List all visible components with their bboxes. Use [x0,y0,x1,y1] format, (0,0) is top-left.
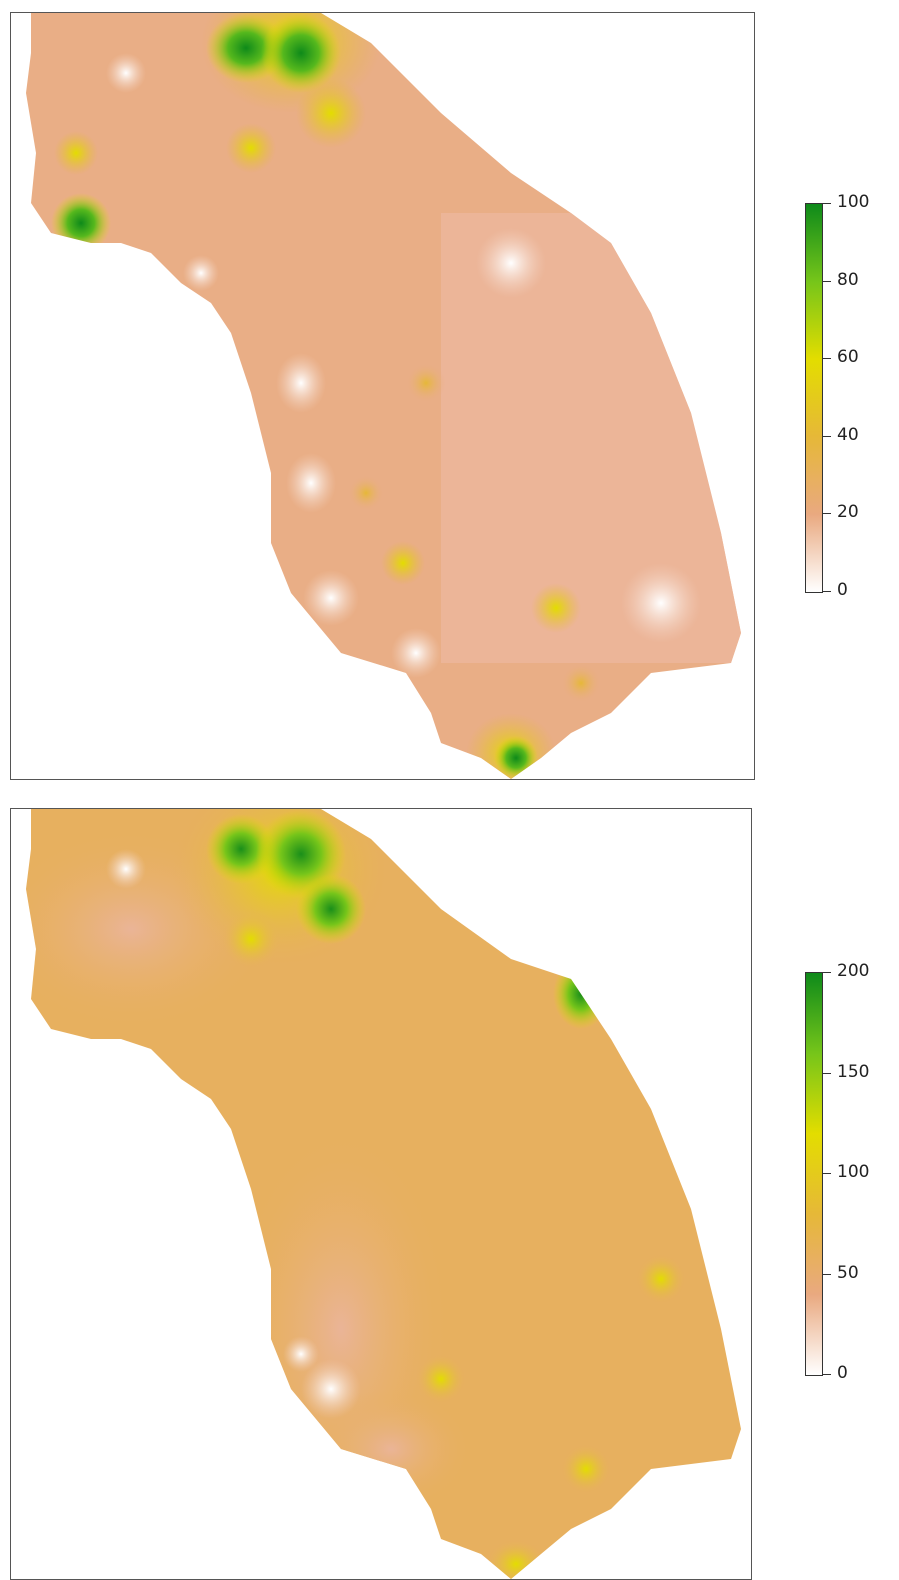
map-frame-bottom [10,808,752,1580]
legend-tick-label: 20 [837,502,859,522]
legend-tick-mark [823,513,831,514]
legend-tick-label: 0 [837,1363,848,1383]
color-legend-top: 100 80 60 40 20 0 [805,194,885,599]
legend-tick-mark [823,281,831,282]
legend-tick-label: 40 [837,425,859,445]
region-map-top [26,13,741,779]
legend-tick-mark [823,436,831,437]
legend-tick-label: 0 [837,580,848,600]
legend-tick-mark [823,1274,831,1275]
legend-tick-mark [823,1374,831,1375]
map-panel-top: 100 80 60 40 20 0 [10,12,885,780]
legend-tick-label: 80 [837,270,859,290]
color-legend-bottom: 200 150 100 50 0 [805,963,885,1382]
legend-tick-mark [823,1073,831,1074]
legend-gradient-bar [805,203,823,593]
legend-tick-label: 60 [837,347,859,367]
map-panel-bottom: 200 150 100 50 0 [0,800,899,1580]
region-map-bottom [26,809,741,1579]
legend-gradient-bar [805,972,823,1376]
legend-tick-mark [823,203,831,204]
legend-tick-mark [823,1173,831,1174]
map-frame-top [10,12,755,780]
legend-tick-mark [823,972,831,973]
legend-tick-label: 150 [837,1062,870,1082]
legend-tick-mark [823,358,831,359]
legend-tick-label: 200 [837,961,870,981]
legend-tick-label: 100 [837,192,870,212]
legend-tick-label: 50 [837,1263,859,1283]
legend-tick-mark [823,591,831,592]
legend-tick-label: 100 [837,1162,870,1182]
